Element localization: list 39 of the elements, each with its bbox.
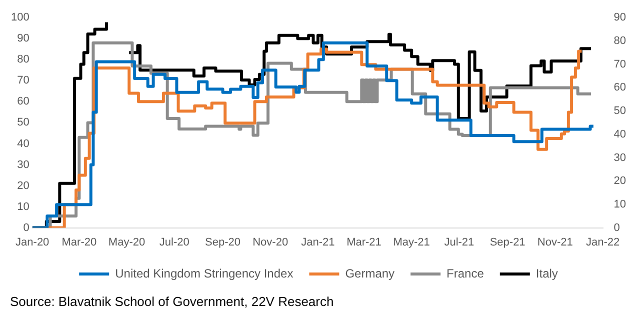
y-tick-label: 100 (10, 12, 30, 24)
y-tick-label: 50 (17, 116, 30, 129)
x-tick-label: Jul-21 (444, 236, 474, 248)
y2-tick-label: 50 (614, 105, 626, 118)
x-tick-label: Sep-21 (490, 236, 526, 248)
y-tick-label: 0 (23, 222, 30, 234)
x-tick-label: May-21 (393, 236, 430, 248)
source-note: Source: Blavatnik School of Government, 22V Research (9, 294, 335, 309)
legend-label: United Kingdom Stringency Index (115, 266, 294, 280)
x-tick-label: Mar-20 (62, 236, 97, 248)
legend-label: Italy (536, 266, 558, 280)
y2-tick-label: 40 (614, 128, 626, 140)
x-tick-label: Nov-21 (537, 236, 573, 248)
y-tick-label: 80 (17, 54, 30, 66)
y-tick-label: 10 (17, 200, 30, 213)
legend-label: Germany (345, 266, 395, 280)
y2-tick-label: 90 (614, 12, 626, 24)
y-tick-label: 90 (17, 32, 30, 45)
y-tick-label: 30 (17, 158, 30, 171)
y-tick-label: 70 (17, 74, 30, 87)
y2-tick-label: 0 (614, 222, 620, 234)
y-tick-label: 40 (17, 138, 30, 150)
x-tick-label: Sep-20 (205, 236, 240, 248)
y2-tick-label: 70 (614, 58, 626, 70)
x-tick-label: Nov-20 (252, 236, 288, 248)
y2-tick-label: 10 (614, 198, 626, 210)
legend-label: France (446, 266, 484, 280)
x-tick-label: Jan-22 (586, 236, 620, 248)
x-tick-label: Jan-21 (301, 236, 335, 248)
y2-tick-label: 60 (614, 82, 626, 94)
x-tick-label: Mar-21 (346, 236, 382, 248)
y2-tick-label: 20 (614, 175, 626, 188)
x-tick-label: May-20 (108, 236, 146, 248)
y-tick-label: 60 (17, 96, 30, 108)
y2-tick-label: 80 (614, 34, 626, 47)
x-tick-label: Jul-20 (159, 236, 190, 248)
y2-tick-label: 30 (614, 152, 626, 164)
x-tick-label: Jan-20 (16, 236, 50, 248)
y-tick-label: 20 (17, 180, 30, 192)
